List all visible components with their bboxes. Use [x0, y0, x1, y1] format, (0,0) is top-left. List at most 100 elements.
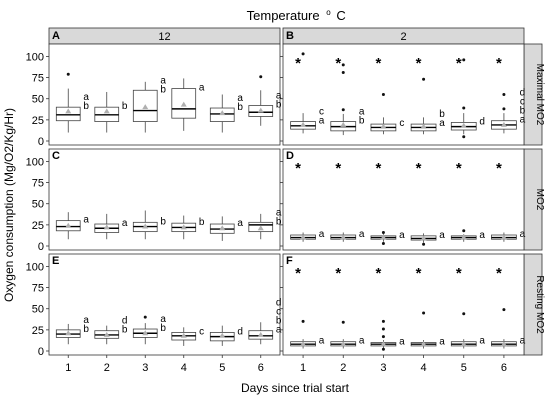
group-letter: a [439, 118, 445, 129]
significance-star: * [335, 265, 341, 282]
box-day-5: *d [450, 55, 485, 139]
chart-title-degree: o [326, 8, 331, 17]
y-tick-label: 25 [32, 325, 44, 337]
mean-marker [500, 234, 507, 240]
group-letter: a [83, 92, 89, 103]
y-tick-label: 25 [32, 220, 44, 232]
significance-star: * [375, 160, 381, 177]
mean-marker [420, 235, 427, 241]
significance-star: * [456, 55, 462, 72]
box-day-1: * ca [290, 52, 325, 134]
y-tick-label: 0 [38, 241, 44, 253]
panel-D: D*a*a*a*a*a*a [280, 148, 526, 251]
outlier-point [143, 315, 147, 319]
group-letter: b [276, 316, 282, 327]
box-day-1: *a [290, 160, 325, 242]
box-day-1: ab [55, 315, 89, 345]
panel-frame [48, 253, 281, 356]
box-day-2: a [94, 213, 128, 240]
outlier-point [422, 77, 426, 81]
box-day-6: ab [248, 207, 282, 240]
box-day-4: c [171, 326, 204, 346]
box-day-1: a [55, 212, 89, 240]
group-letter: a [237, 218, 243, 229]
panel-tag: F [286, 255, 293, 267]
box-day-4: b [171, 215, 205, 240]
group-letter: a [83, 315, 89, 326]
outlier-point [462, 229, 466, 233]
significance-star: * [456, 160, 462, 177]
mean-marker [142, 330, 149, 336]
box-day-1: ab [55, 72, 89, 133]
box-day-3: b [132, 210, 166, 240]
mean-marker [142, 104, 149, 110]
x-tick-label: 6 [258, 362, 264, 374]
group-letter: a [359, 336, 365, 347]
group-letter: b [83, 324, 89, 335]
group-letter: a [439, 337, 445, 348]
box-day-6: ab [248, 75, 282, 126]
x-tick-label: 4 [421, 362, 427, 374]
group-letter: c [520, 97, 525, 108]
x-tick-label: 5 [461, 362, 467, 374]
box-day-4: * ba [410, 55, 445, 135]
group-letter: a [439, 230, 445, 241]
significance-star: * [456, 265, 462, 282]
significance-star: * [496, 160, 502, 177]
x-tick-label: 2 [104, 362, 110, 374]
y-tick-label: 25 [32, 115, 44, 127]
box-day-3: *a [370, 160, 405, 245]
row-strip-label: Maximal MO2 [534, 64, 545, 126]
panel-frame [48, 43, 281, 146]
box-day-3: *c [370, 55, 404, 135]
group-letter: a [520, 336, 526, 347]
group-letter: a [479, 336, 485, 347]
group-letter: a [319, 229, 325, 240]
outlier-point [381, 230, 385, 234]
mean-marker [142, 223, 149, 229]
outlier-point [341, 320, 345, 324]
mean-marker [500, 341, 507, 347]
outlier-point [462, 58, 466, 62]
outlier-point [381, 327, 385, 331]
group-letter: d [237, 326, 243, 337]
outlier-point [381, 93, 385, 96]
significance-star: * [295, 160, 301, 177]
box-day-5: ab [209, 93, 243, 133]
mean-marker [65, 108, 72, 114]
mean-marker [380, 234, 387, 240]
row-strip-label: MO2 [534, 189, 545, 211]
outlier-point [259, 75, 263, 79]
group-letter: b [237, 102, 243, 113]
panel-tag: E [52, 255, 59, 267]
significance-star: * [416, 265, 422, 282]
group-letter: a [399, 337, 405, 348]
box-day-5: *a [450, 160, 485, 242]
box-day-4: *a [410, 265, 445, 349]
outlier-point [66, 72, 70, 76]
mean-marker [219, 110, 226, 116]
outlier-point [341, 71, 345, 75]
group-letter: a [276, 325, 282, 336]
x-tick-label: 6 [501, 362, 507, 374]
mean-marker [180, 224, 187, 230]
column-strip-label: 2 [400, 31, 406, 43]
box-day-3: ab [132, 314, 166, 345]
group-letter: c [199, 326, 204, 337]
mean-marker [257, 107, 264, 113]
group-letter: c [276, 307, 281, 318]
outlier-point [462, 312, 466, 316]
box-day-1: *a [290, 265, 325, 349]
panel-frame [282, 148, 525, 251]
group-letter: b [520, 106, 526, 117]
group-letter: c [319, 107, 324, 118]
outlier-point [462, 106, 466, 110]
column-strip-label: 12 [158, 31, 170, 43]
y-tick-label: 75 [32, 73, 44, 85]
